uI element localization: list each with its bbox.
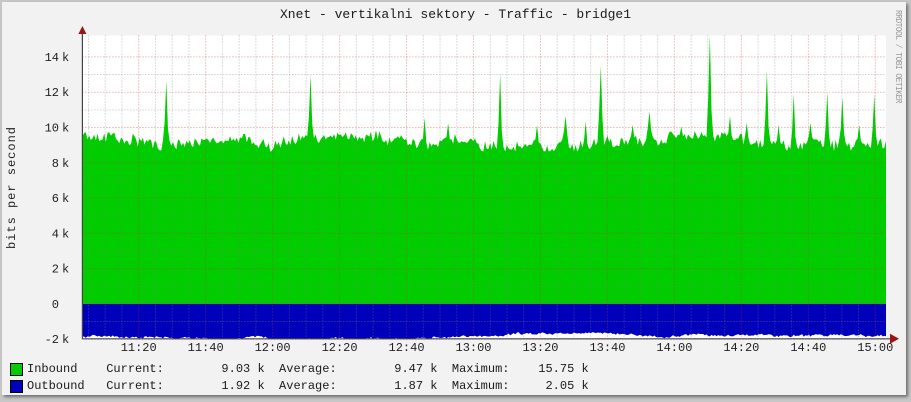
svg-text:11:20: 11:20 — [121, 341, 157, 355]
svg-text:6: 6 — [52, 192, 59, 206]
svg-text:14:40: 14:40 — [790, 341, 826, 355]
svg-text:k: k — [62, 263, 69, 277]
svg-text:14:00: 14:00 — [656, 341, 692, 355]
svg-text:k: k — [62, 121, 69, 135]
svg-text:8: 8 — [52, 157, 59, 171]
svg-text:14:20: 14:20 — [723, 341, 759, 355]
svg-text:k: k — [62, 227, 69, 241]
svg-text:4: 4 — [52, 227, 59, 241]
svg-text:13:00: 13:00 — [456, 341, 492, 355]
svg-text:12:20: 12:20 — [322, 341, 358, 355]
svg-text:12:00: 12:00 — [255, 341, 291, 355]
svg-text:12:40: 12:40 — [389, 341, 425, 355]
svg-text:14: 14 — [45, 51, 59, 65]
svg-text:15:00: 15:00 — [857, 341, 893, 355]
svg-text:-2: -2 — [45, 333, 59, 347]
svg-text:k: k — [62, 333, 69, 347]
svg-text:0: 0 — [52, 298, 59, 312]
svg-text:13:20: 13:20 — [522, 341, 558, 355]
svg-text:12: 12 — [45, 86, 59, 100]
svg-text:13:40: 13:40 — [589, 341, 625, 355]
svg-text:k: k — [62, 157, 69, 171]
svg-text:k: k — [62, 192, 69, 206]
svg-text:11:40: 11:40 — [188, 341, 224, 355]
svg-text:k: k — [62, 51, 69, 65]
svg-text:k: k — [62, 86, 69, 100]
svg-text:10: 10 — [45, 121, 59, 135]
svg-text:2: 2 — [52, 263, 59, 277]
